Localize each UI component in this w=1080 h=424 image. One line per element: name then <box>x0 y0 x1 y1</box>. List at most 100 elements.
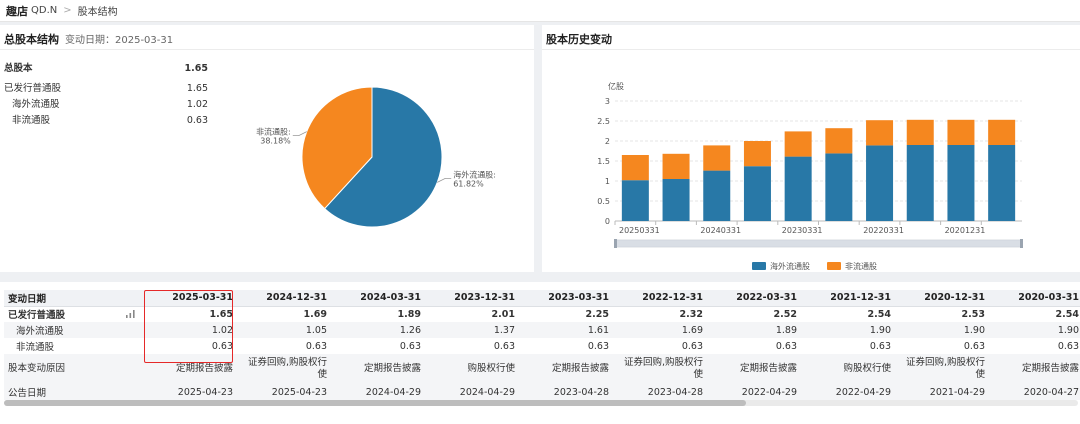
bar-overseas[interactable] <box>703 170 731 221</box>
total-share-panel: 总股本结构 变动日期：2025-03-31 总股本 1.65 已发行普通股 1.65 海外… <box>0 25 534 272</box>
scrollbar-thumb[interactable] <box>4 400 746 406</box>
bar-overseas[interactable] <box>621 180 649 221</box>
table-row-label: 已发行普通股 <box>4 306 142 322</box>
bar-overseas[interactable] <box>947 145 975 221</box>
bar-non-tradable[interactable] <box>866 120 894 146</box>
table-cell: 1.89 <box>397 308 421 320</box>
bar-non-tradable[interactable] <box>703 145 731 171</box>
bar-non-tradable[interactable] <box>947 119 975 145</box>
date-column-header[interactable]: 2023-03-31 <box>518 290 612 307</box>
table-cell: 1.61 <box>518 322 612 338</box>
table-row-label: 海外流通股 <box>4 322 142 338</box>
table-cell: 2024-04-29 <box>424 384 518 400</box>
bar-non-tradable[interactable] <box>662 153 690 179</box>
share-row-value: 1.65 <box>186 83 208 94</box>
table-header-label: 变动日期 <box>4 290 142 307</box>
date-column-header[interactable]: 2020-12-31 <box>894 290 988 307</box>
table-cell: 2021-04-29 <box>894 384 988 400</box>
table-row: 股本变动原因 定期报告披露 证券回购,购股权行使 定期报告披露 购股权行使 定期报告披露证… <box>4 354 1080 384</box>
table-cell: 2.53 <box>961 308 985 320</box>
table-cell: 2025-04-23 <box>236 384 330 400</box>
table-cell: 1.69 <box>612 322 706 338</box>
share-row-value: 0.63 <box>186 115 208 126</box>
table-horizontal-scrollbar[interactable] <box>4 400 1078 406</box>
bar-non-tradable[interactable] <box>784 131 812 157</box>
date-column-header[interactable]: 2022-03-31 <box>706 290 800 307</box>
date-column-header[interactable]: 2025-03-31 <box>142 290 236 307</box>
bar-overseas[interactable] <box>906 145 934 221</box>
table-cell: 0.63 <box>869 340 891 352</box>
table-cell: 1.69 <box>303 308 327 320</box>
y-tick-label: 1 <box>605 177 610 186</box>
table-cell: 1.65 <box>209 308 233 320</box>
table-cell: 证券回购,购股权行使 <box>236 354 330 384</box>
legend-swatch-icon[interactable] <box>827 262 841 270</box>
row-label-text: 海外流通股 <box>16 326 64 337</box>
bar-overseas[interactable] <box>988 145 1016 221</box>
date-column-header[interactable]: 2022-12-31 <box>612 290 706 307</box>
table-cell: 定期报告披露 <box>706 354 800 384</box>
share-row-label: 已发行普通股 <box>4 83 62 94</box>
row-label-text: 已发行普通股 <box>8 310 66 322</box>
bar-non-tradable[interactable] <box>621 155 649 181</box>
table-cell: 购股权行使 <box>800 354 894 384</box>
divider <box>0 49 534 50</box>
y-tick-label: 2 <box>605 137 610 146</box>
y-tick-label: 1.5 <box>597 157 610 166</box>
company-name[interactable]: 趣店 <box>6 4 28 18</box>
row-label-text: 股本变动原因 <box>8 363 66 374</box>
divider <box>542 49 1080 50</box>
date-column-header[interactable]: 2023-12-31 <box>424 290 518 307</box>
date-column-header[interactable]: 2021-12-31 <box>800 290 894 307</box>
bar-overseas[interactable] <box>743 166 771 221</box>
bar-non-tradable[interactable] <box>906 119 934 145</box>
bar-chart-icon[interactable] <box>126 310 135 319</box>
pie-slice-non-tradable[interactable] <box>301 86 373 210</box>
bar-non-tradable[interactable] <box>825 128 853 154</box>
pie-label-line <box>292 131 307 136</box>
legend-item[interactable]: 海外流通股 <box>770 261 810 271</box>
table-cell: 1.90 <box>894 322 988 338</box>
ticker: QD.N <box>31 5 58 16</box>
table-cell: 1.37 <box>424 322 518 338</box>
table-cell: 2.32 <box>679 308 703 320</box>
pie-label-line <box>437 178 452 183</box>
zoom-handle-right[interactable] <box>1020 239 1023 248</box>
share-history-title: 股本历史变动 <box>546 33 612 46</box>
y-axis-label: 亿股 <box>608 81 624 91</box>
date-column-header[interactable]: 2020-03-31 <box>988 290 1080 307</box>
share-row: 已发行普通股 1.65 <box>4 81 208 97</box>
table-cell: 2.25 <box>585 308 609 320</box>
table-cell: 1.90 <box>988 322 1080 338</box>
bar-overseas[interactable] <box>784 156 812 221</box>
bar-overseas[interactable] <box>662 179 690 221</box>
row-label-text: 非流通股 <box>16 342 55 353</box>
date-column-header[interactable]: 2024-12-31 <box>236 290 330 307</box>
table-row-label: 公告日期 <box>4 384 142 400</box>
bar-overseas[interactable] <box>866 145 894 221</box>
legend-item[interactable]: 非流通股 <box>845 261 877 271</box>
share-change-table: 变动日期 2025-03-31 2024-12-31 2024-03-31 2023-1… <box>4 290 1080 400</box>
date-column-header[interactable]: 2024-03-31 <box>330 290 424 307</box>
x-tick-label: 20201231 <box>945 226 986 235</box>
table-row: 已发行普通股 1.65 1.69 1.89 2.01 2.25 2.32 2.52 2.54 2.… <box>4 306 1080 322</box>
table-cell: 1.90 <box>800 322 894 338</box>
pie-data-label: 海外流通股: 61.82% <box>453 169 496 188</box>
share-row: 海外流通股 1.02 <box>4 97 208 113</box>
table-row: 公告日期 2025-04-23 2025-04-23 2024-04-29 2024-0… <box>4 384 1080 400</box>
bar-overseas[interactable] <box>825 153 853 221</box>
pie-slice-overseas[interactable] <box>323 86 443 228</box>
share-history-panel: 股本历史变动 亿股 0 0.5 1 1.5 2 2.5 3 20250331 20240331 20… <box>542 25 1080 272</box>
share-row-label: 总股本 <box>4 63 33 74</box>
x-tick-label: 20230331 <box>782 226 823 235</box>
table-cell: 0.63 <box>399 340 421 352</box>
x-tick-label: 20250331 <box>619 226 660 235</box>
zoom-handle-left[interactable] <box>614 239 617 248</box>
table-row: 海外流通股 1.02 1.05 1.26 1.37 1.61 1.69 1.89 1.90 1.9… <box>4 322 1080 338</box>
zoom-slider-range[interactable] <box>615 240 1022 247</box>
share-row: 非流通股 0.63 <box>4 113 208 129</box>
bar-non-tradable[interactable] <box>988 119 1016 145</box>
table-cell: 2025-04-23 <box>142 384 236 400</box>
legend-swatch-icon[interactable] <box>752 262 766 270</box>
bar-non-tradable[interactable] <box>743 141 771 167</box>
